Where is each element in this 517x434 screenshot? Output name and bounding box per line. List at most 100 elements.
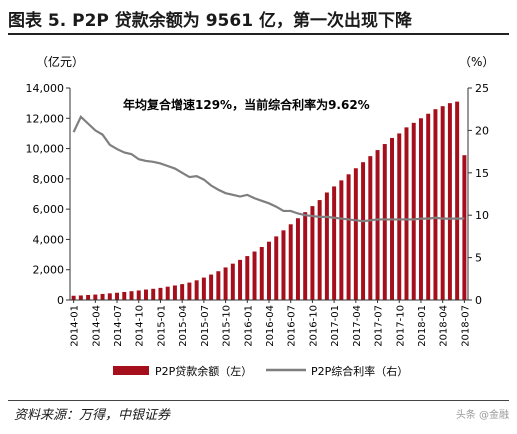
balance-bar xyxy=(223,267,228,300)
x-axis-ticks: 2014-01 2014-04 2014-07 2014-10 2015-01 2015-… xyxy=(70,300,471,347)
balance-bar xyxy=(143,289,148,300)
balance-bar xyxy=(404,127,409,300)
balance-bar xyxy=(426,113,431,300)
balance-bar xyxy=(238,259,243,300)
balance-bar xyxy=(447,103,452,301)
balance-bar xyxy=(317,200,322,300)
left-tick-label: 14,000 xyxy=(26,82,65,95)
rate-line xyxy=(72,114,465,223)
balance-bar xyxy=(361,162,366,300)
left-tick-label: 12,000 xyxy=(26,112,65,125)
chart-annotation: 年均复合增速129%，当前综合利率为9.62% xyxy=(123,97,370,112)
right-tick-label: 5 xyxy=(475,252,482,265)
balance-bar xyxy=(418,118,423,301)
balance-bar xyxy=(267,241,271,300)
balance-bar xyxy=(397,133,402,300)
balance-bar xyxy=(93,294,98,300)
left-unit-label: （亿元） xyxy=(36,54,84,69)
balance-bar xyxy=(187,282,192,300)
x-tick-label: 2016-04 xyxy=(265,305,276,347)
x-tick-label: 2015-10 xyxy=(222,305,233,347)
balance-bar xyxy=(274,236,279,300)
balance-bar xyxy=(252,251,257,300)
x-tick-label: 2015-07 xyxy=(200,305,211,347)
x-tick-label: 2016-07 xyxy=(287,305,298,347)
source-note: 资料来源：万得，中银证券 xyxy=(14,408,171,423)
balance-bar xyxy=(382,144,387,300)
x-tick-label: 2017-07 xyxy=(374,305,385,347)
right-tick-label: 0 xyxy=(475,294,482,307)
right-tick-label: 20 xyxy=(475,124,489,137)
balance-bar xyxy=(158,287,163,300)
balance-bar xyxy=(411,122,416,300)
x-tick-label: 2014-07 xyxy=(113,305,124,347)
balance-bar xyxy=(129,291,134,300)
bar-series xyxy=(71,101,467,301)
right-unit-label: （%） xyxy=(459,55,494,69)
x-tick-label: 2014-10 xyxy=(135,305,146,347)
balance-bar xyxy=(115,292,120,300)
left-tick-label: 6,000 xyxy=(33,203,65,216)
balance-bar xyxy=(303,212,308,300)
left-tick-label: 10,000 xyxy=(26,143,65,156)
left-tick-label: 0 xyxy=(57,294,64,307)
legend-swatch-bar xyxy=(113,366,149,375)
balance-bar xyxy=(259,247,264,300)
left-tick-label: 8,000 xyxy=(33,173,65,186)
balance-bar xyxy=(165,286,170,300)
legend-label-line: P2P综合利率（右） xyxy=(311,364,408,378)
x-tick-label: 2015-01 xyxy=(156,305,167,347)
balance-bar xyxy=(136,290,141,300)
chart-title: 图表 5. P2P 贷款余额为 9561 亿，第一次出现下降 xyxy=(8,11,412,31)
x-tick-label: 2018-04 xyxy=(439,305,450,347)
balance-bar xyxy=(281,230,286,300)
balance-bar xyxy=(324,192,329,300)
balance-bar xyxy=(339,180,344,300)
left-tick-label: 4,000 xyxy=(33,233,65,246)
watermark: 头条 @金融 xyxy=(455,410,509,421)
balance-bar xyxy=(353,168,358,300)
balance-bar xyxy=(78,295,83,300)
balance-bar xyxy=(440,106,445,301)
x-tick-label: 2018-01 xyxy=(417,305,428,347)
right-tick-label: 25 xyxy=(475,82,489,95)
balance-bar xyxy=(180,284,185,300)
balance-bar xyxy=(172,285,177,300)
right-tick-label: 10 xyxy=(475,209,489,222)
x-tick-label: 2016-01 xyxy=(243,305,254,347)
x-tick-label: 2018-07 xyxy=(460,305,471,347)
balance-bar xyxy=(375,150,380,300)
left-tick-label: 2,000 xyxy=(33,264,65,277)
right-axis-ticks: 0 5 10 15 20 25 xyxy=(468,82,489,307)
balance-bar xyxy=(455,101,460,300)
x-tick-label: 2017-04 xyxy=(352,305,363,347)
balance-bar xyxy=(310,206,315,300)
balance-bar xyxy=(151,288,156,300)
x-tick-label: 2015-04 xyxy=(178,305,189,347)
balance-bar xyxy=(209,274,214,300)
legend: P2P贷款余额（左） P2P综合利率（右） xyxy=(113,364,408,378)
left-axis-ticks: 0 2,000 4,000 6,000 8,000 10,000 12,000 14,000 xyxy=(26,82,70,307)
right-tick-label: 15 xyxy=(475,167,489,180)
x-tick-label: 2016-10 xyxy=(308,305,319,347)
x-tick-label: 2017-10 xyxy=(395,305,406,347)
balance-bar xyxy=(346,174,351,300)
balance-bar xyxy=(295,218,300,300)
legend-label-bar: P2P贷款余额（左） xyxy=(155,364,252,378)
source-divider xyxy=(8,400,509,401)
balance-bar xyxy=(288,224,293,300)
balance-bar xyxy=(107,293,112,300)
balance-bar xyxy=(86,295,91,300)
x-tick-label: 2017-01 xyxy=(330,305,341,347)
balance-bar xyxy=(71,295,76,300)
balance-bar xyxy=(462,155,467,300)
x-tick-label: 2014-04 xyxy=(91,305,102,347)
balance-bar xyxy=(201,277,206,300)
chart-svg: 02,0004,0006,0008,00010,00012,00014,000 … xyxy=(26,54,495,378)
balance-bar xyxy=(100,293,105,300)
balance-bar xyxy=(122,291,127,300)
balance-bar xyxy=(433,109,438,300)
balance-bar xyxy=(332,186,337,300)
balance-bar xyxy=(245,256,250,300)
balance-bar xyxy=(194,280,199,300)
